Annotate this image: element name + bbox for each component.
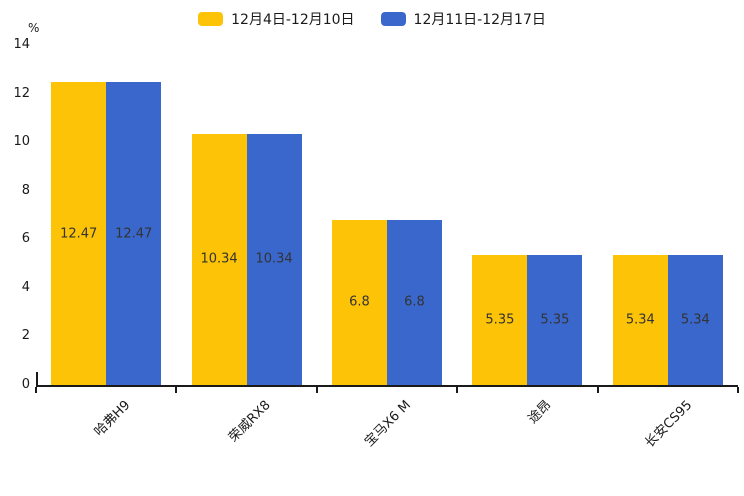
legend-swatch [198, 12, 224, 26]
bar-value-label: 5.34 [680, 312, 710, 328]
bar [51, 82, 107, 385]
bar [667, 255, 723, 385]
bar [387, 219, 442, 385]
bar [527, 255, 583, 385]
bar-value-label: 6.8 [349, 294, 370, 310]
y-tick-label: 0 [21, 377, 30, 392]
legend: 12月4日-12月10日 12月11日-12月17日 [0, 8, 744, 30]
legend-label: 12月4日-12月10日 [231, 12, 355, 28]
legend-label: 12月11日-12月17日 [413, 12, 546, 28]
bar-value-label: 6.8 [404, 294, 425, 310]
x-tick [737, 387, 739, 393]
legend-swatch [380, 12, 406, 26]
y-tick-label: 14 [13, 37, 30, 52]
bar [191, 133, 247, 385]
x-tick-label: 长安CS95 [642, 397, 696, 451]
x-tick [456, 387, 459, 393]
bar-value-label: 5.35 [485, 312, 515, 328]
bar [612, 255, 668, 385]
y-tick-label: 12 [13, 85, 30, 101]
bar-value-label: 5.34 [625, 312, 655, 328]
bar-value-label: 10.34 [200, 251, 238, 267]
bar-value-label: 12.47 [60, 226, 98, 242]
x-tick [175, 387, 178, 393]
x-tick [315, 387, 318, 393]
x-tick-label: 荣威RX8 [226, 397, 275, 446]
bar [472, 255, 528, 385]
x-tick [35, 387, 37, 393]
legend-item: 12月4日-12月10日 [198, 9, 355, 29]
y-tick-label: 8 [21, 182, 30, 198]
x-tick-label: 宝马X6 M [362, 397, 415, 450]
y-axis-unit-label: % [28, 21, 40, 35]
bar [332, 219, 387, 385]
bar-value-label: 5.35 [540, 312, 570, 328]
y-axis-stub [36, 372, 38, 385]
y-tick-label: 2 [21, 328, 30, 344]
y-tick-label: 4 [21, 279, 30, 295]
x-tick [596, 387, 599, 393]
x-axis-line [36, 385, 738, 387]
bar-value-label: 10.34 [255, 251, 293, 267]
bar [246, 133, 302, 385]
legend-item: 12月11日-12月17日 [380, 9, 546, 29]
bar [106, 82, 162, 385]
x-tick-label: 哈弗H9 [91, 397, 134, 440]
x-tick-label: 途昂 [525, 397, 555, 427]
y-tick-label: 10 [13, 134, 30, 150]
bar-value-label: 12.47 [115, 226, 153, 242]
y-tick-label: 6 [21, 231, 30, 247]
